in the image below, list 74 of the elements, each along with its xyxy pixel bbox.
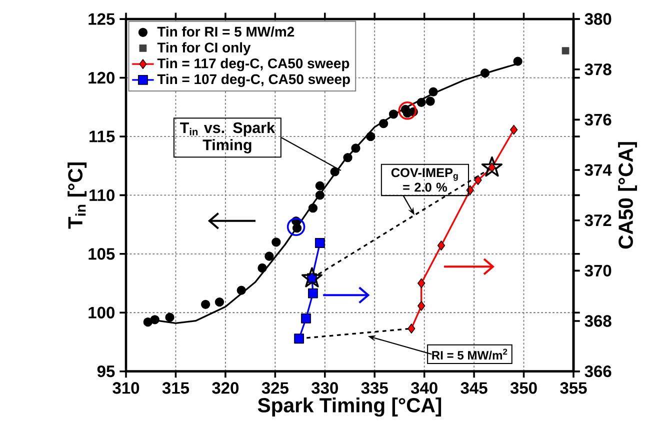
y-tick-label: 95 — [97, 365, 115, 378]
y2-tick-label: 368 — [584, 315, 612, 327]
annotation: COV-IMEP$_{g}$ = 2.0 % — [391, 168, 458, 192]
point — [426, 96, 435, 106]
x-tick-label: 330 — [312, 382, 338, 394]
point — [428, 87, 438, 96]
point — [264, 252, 274, 261]
point — [408, 323, 416, 334]
point — [510, 124, 518, 135]
x-tick-label: 320 — [212, 382, 239, 394]
legend-label: Tin = 117 deg-C, CA50 sweep — [157, 58, 350, 72]
point — [308, 288, 318, 298]
y2-tick-label: 370 — [584, 264, 612, 276]
point — [480, 68, 490, 78]
point — [418, 300, 426, 311]
point — [388, 109, 398, 119]
y2-tick-label: 374 — [584, 164, 612, 176]
point — [286, 218, 306, 236]
point — [398, 101, 417, 120]
point — [562, 46, 570, 54]
y2-tick-label: 376 — [584, 114, 612, 126]
annotation: RI = 5 MW/m$^{2}$ — [432, 348, 508, 360]
point — [301, 313, 311, 324]
y-tick-label: 105 — [88, 248, 115, 260]
point — [214, 297, 224, 307]
point — [351, 144, 360, 153]
point — [418, 278, 426, 288]
point — [474, 175, 482, 185]
x-tick-label: 315 — [162, 382, 190, 394]
point — [150, 314, 160, 324]
point — [488, 162, 496, 172]
y-tick-label: 125 — [88, 13, 115, 25]
point — [437, 240, 446, 250]
x-axis-title: Spark Timing [°CA] — [258, 397, 442, 416]
point — [200, 300, 210, 309]
point — [330, 167, 340, 176]
point — [416, 98, 426, 107]
x-tick-label: 355 — [560, 382, 587, 394]
y-tick-label: 100 — [88, 306, 114, 318]
point — [258, 263, 267, 272]
x-tick-label: 325 — [262, 382, 288, 394]
point — [315, 181, 324, 190]
point — [343, 152, 352, 162]
point — [236, 286, 246, 295]
point — [513, 56, 522, 66]
point — [378, 118, 388, 128]
annotation: T$_{in}$ vs. Spark Timing — [180, 122, 276, 154]
x-tick-label: 335 — [361, 382, 388, 394]
point — [272, 237, 281, 247]
point — [143, 317, 152, 326]
y2-tick-label: 380 — [584, 13, 612, 25]
legend-label: Tin for CI only — [157, 42, 251, 56]
point — [165, 312, 174, 322]
point — [308, 203, 318, 213]
y2-axis-title: CA50 [°CA] — [618, 142, 637, 249]
x-tick-label: 310 — [112, 382, 140, 394]
y-tick-label: 115 — [90, 130, 115, 142]
point — [314, 238, 325, 248]
legend-label: Tin for RI = 5 MW/m2 — [157, 26, 294, 37]
y2-tick-label: 366 — [584, 365, 612, 378]
y2-tick-label: 372 — [584, 214, 612, 226]
y-tick-label: 120 — [88, 72, 114, 84]
y-axis-title: T$_{in}$ [°C] — [68, 162, 87, 229]
y-tick-label: 110 — [90, 189, 114, 201]
point — [294, 334, 304, 344]
point — [366, 132, 376, 141]
point — [481, 156, 503, 176]
x-tick-label: 345 — [460, 382, 488, 394]
legend-label: Tin = 107 deg-C, CA50 sweep — [157, 74, 350, 87]
y2-tick-label: 378 — [584, 63, 612, 76]
point — [301, 267, 323, 288]
point — [315, 190, 324, 200]
x-tick-label: 340 — [410, 382, 438, 394]
x-tick-label: 350 — [510, 382, 537, 394]
